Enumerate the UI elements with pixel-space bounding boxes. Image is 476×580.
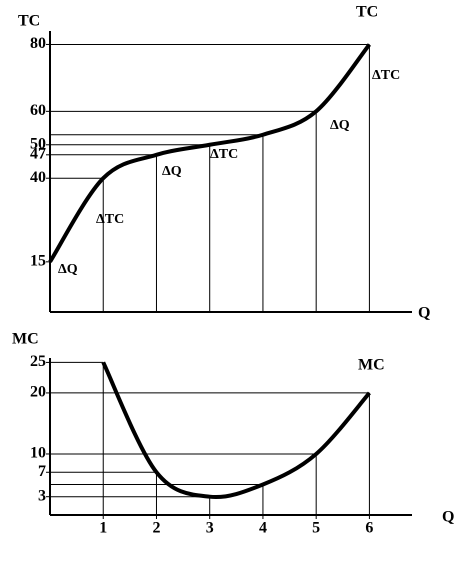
y-axis-label: MC — [12, 331, 39, 348]
curve — [101, 361, 371, 500]
y-tick-label: 47 — [30, 145, 46, 162]
annotation: ΔTC — [372, 68, 400, 83]
x-tick-label: 1 — [99, 520, 107, 537]
y-tick-label: 80 — [30, 35, 46, 52]
x-axis-label: Q — [418, 305, 430, 322]
y-tick-label: 25 — [30, 353, 46, 370]
y-axis-label: TC — [18, 13, 40, 30]
annotation: ΔTC — [96, 212, 124, 227]
curve — [48, 43, 371, 263]
y-tick-label: 20 — [30, 384, 46, 401]
y-tick-label: 10 — [30, 445, 46, 462]
series-label: TC — [356, 4, 378, 21]
x-tick-label: 6 — [365, 520, 373, 537]
y-tick-label: 40 — [30, 169, 46, 186]
annotation: ΔTC — [210, 147, 238, 162]
y-tick-label: 60 — [30, 102, 46, 119]
y-tick-label: 7 — [38, 463, 46, 480]
y-tick-label: 50 — [30, 135, 46, 152]
y-tick-label: 15 — [30, 253, 46, 270]
x-tick-label: 4 — [259, 520, 267, 537]
annotation: ΔQ — [58, 262, 78, 277]
annotation: ΔQ — [162, 164, 182, 179]
annotation: ΔQ — [330, 118, 350, 133]
x-axis-label: Q — [442, 509, 454, 526]
x-tick-label: 2 — [152, 520, 160, 537]
y-tick-label: 3 — [38, 487, 46, 504]
series-label: MC — [358, 357, 385, 374]
x-tick-label: 5 — [312, 520, 320, 537]
x-tick-label: 3 — [206, 520, 214, 537]
